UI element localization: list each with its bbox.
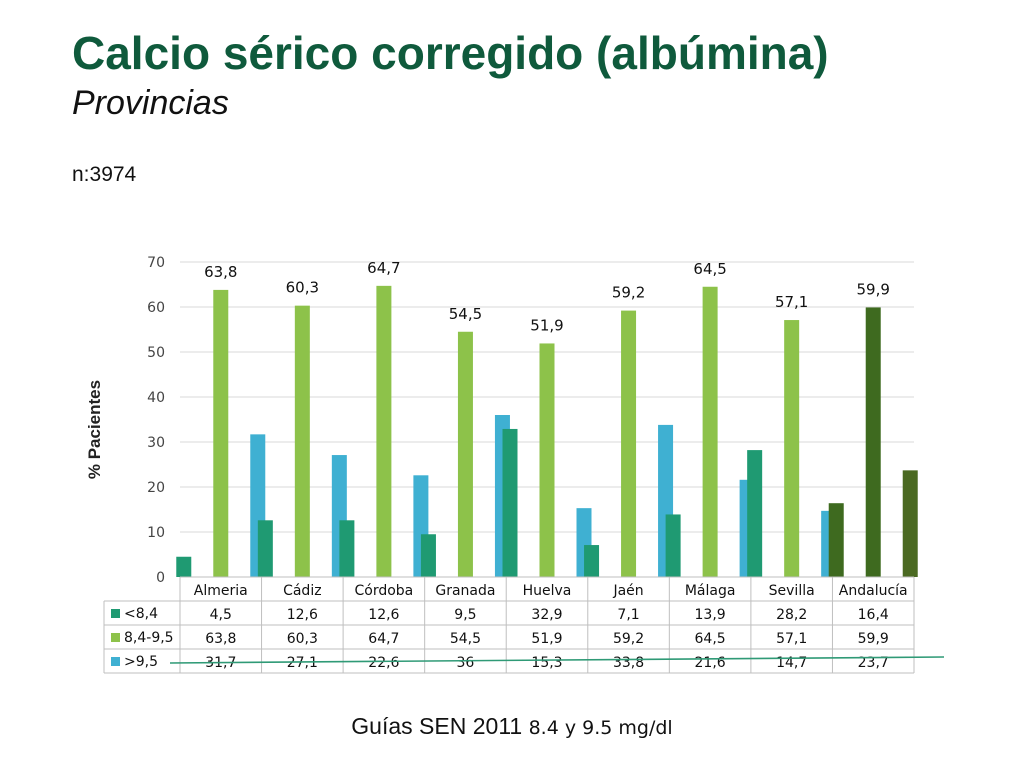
y-tick-label: 10 [147, 525, 165, 541]
category-label: Málaga [685, 583, 736, 599]
table-cell: 60,3 [287, 631, 318, 647]
bar [213, 289, 229, 577]
table-cell: 51,9 [531, 631, 562, 647]
data-label: 60,3 [286, 279, 319, 297]
table-cell: 59,9 [858, 631, 889, 647]
table-cell: 64,7 [368, 631, 399, 647]
table-cell: 63,8 [205, 631, 236, 647]
bar [784, 320, 800, 577]
bar [621, 310, 637, 577]
y-tick-label: 50 [147, 345, 165, 361]
slide-subtitle: Provincias [72, 84, 229, 122]
legend-swatch [111, 609, 120, 618]
category-label: Jaén [612, 583, 643, 599]
source-caption: Guías SEN 2011 8.4 y 9.5 mg/dl [0, 713, 1024, 740]
y-tick-label: 30 [147, 435, 165, 451]
category-label: Córdoba [354, 583, 413, 599]
table-cell: 9,5 [454, 607, 476, 623]
table-cell: 57,1 [776, 631, 807, 647]
category-label: Huelva [523, 583, 572, 599]
table-cell: 32,9 [531, 607, 562, 623]
bar [902, 470, 918, 577]
data-label: 59,2 [612, 284, 645, 302]
bar [584, 545, 600, 577]
bar [339, 520, 355, 577]
table-cell: 16,4 [858, 607, 889, 623]
legend-swatch [111, 633, 120, 642]
table-cell: 21,6 [695, 655, 726, 671]
table-cell: 4,5 [210, 607, 232, 623]
slide-title: Calcio sérico corregido (albúmina) [72, 27, 829, 79]
table-cell: 13,9 [695, 607, 726, 623]
legend-label: >9,5 [124, 654, 158, 670]
y-axis-label: % Pacientes [85, 380, 104, 479]
source-note: 8.4 y 9.5 mg/dl [528, 717, 673, 739]
table-cell: 15,3 [531, 655, 562, 671]
bar [257, 520, 273, 577]
data-label: 54,5 [449, 305, 482, 323]
table-cell: 33,8 [613, 655, 644, 671]
legend-label: <8,4 [124, 606, 158, 622]
source-main: Guías SEN 2011 [351, 713, 523, 739]
bar [665, 514, 681, 577]
table-cell: 12,6 [368, 607, 399, 623]
data-label: 63,8 [204, 263, 237, 281]
sample-size-label: n:3974 [72, 163, 137, 186]
category-label: Granada [435, 583, 495, 599]
table-cell: 12,6 [287, 607, 318, 623]
data-label: 64,7 [367, 259, 400, 277]
data-label: 64,5 [693, 260, 726, 278]
bar [420, 534, 436, 577]
table-cell: 64,5 [695, 631, 726, 647]
accent-line [169, 656, 945, 664]
bar [747, 450, 763, 577]
legend-label: 8,4-9,5 [124, 630, 174, 646]
bar [539, 343, 555, 577]
y-tick-label: 20 [147, 480, 165, 496]
data-label: 51,9 [530, 316, 563, 334]
table-cell: 7,1 [617, 607, 639, 623]
bar [702, 286, 718, 577]
bar [828, 503, 844, 577]
table-cell: 59,2 [613, 631, 644, 647]
y-tick-label: 0 [156, 570, 165, 586]
category-label: Sevilla [769, 583, 815, 599]
table-cell: 22,6 [368, 655, 399, 671]
table-cell: 36 [457, 655, 475, 671]
table-cell: 54,5 [450, 631, 481, 647]
category-label: Andalucía [839, 583, 908, 599]
data-label: 57,1 [775, 293, 808, 311]
bar [376, 285, 392, 577]
category-label: Cádiz [283, 583, 321, 599]
table-cell: 27,1 [287, 655, 318, 671]
bar [176, 556, 192, 577]
y-tick-label: 60 [147, 300, 165, 316]
category-label: Almeria [194, 583, 248, 599]
bar [457, 331, 473, 577]
y-tick-label: 70 [147, 255, 165, 271]
bar [502, 428, 518, 577]
data-label: 59,9 [857, 280, 890, 298]
bar [865, 307, 881, 577]
table-cell: 28,2 [776, 607, 807, 623]
y-tick-label: 40 [147, 390, 165, 406]
legend-swatch [111, 657, 120, 666]
table-cell: 23,7 [858, 655, 889, 671]
bar [294, 305, 310, 577]
